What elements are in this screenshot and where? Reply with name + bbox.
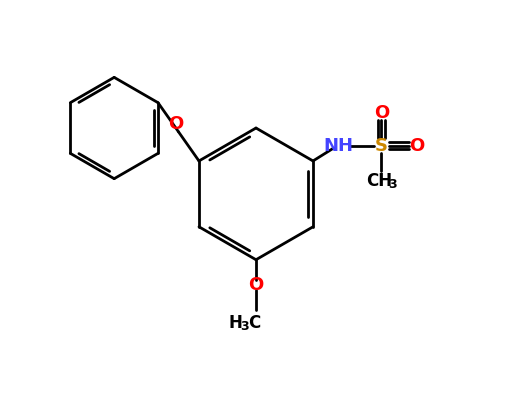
Text: O: O	[168, 115, 184, 133]
Text: O: O	[409, 137, 424, 155]
Text: 3: 3	[388, 178, 397, 191]
Text: H: H	[229, 314, 243, 332]
Text: O: O	[374, 104, 389, 122]
Text: O: O	[248, 276, 264, 294]
Text: CH: CH	[366, 172, 392, 190]
Text: 3: 3	[241, 320, 249, 333]
Text: S: S	[375, 137, 388, 155]
Text: C: C	[248, 314, 261, 332]
Text: NH: NH	[324, 137, 353, 155]
